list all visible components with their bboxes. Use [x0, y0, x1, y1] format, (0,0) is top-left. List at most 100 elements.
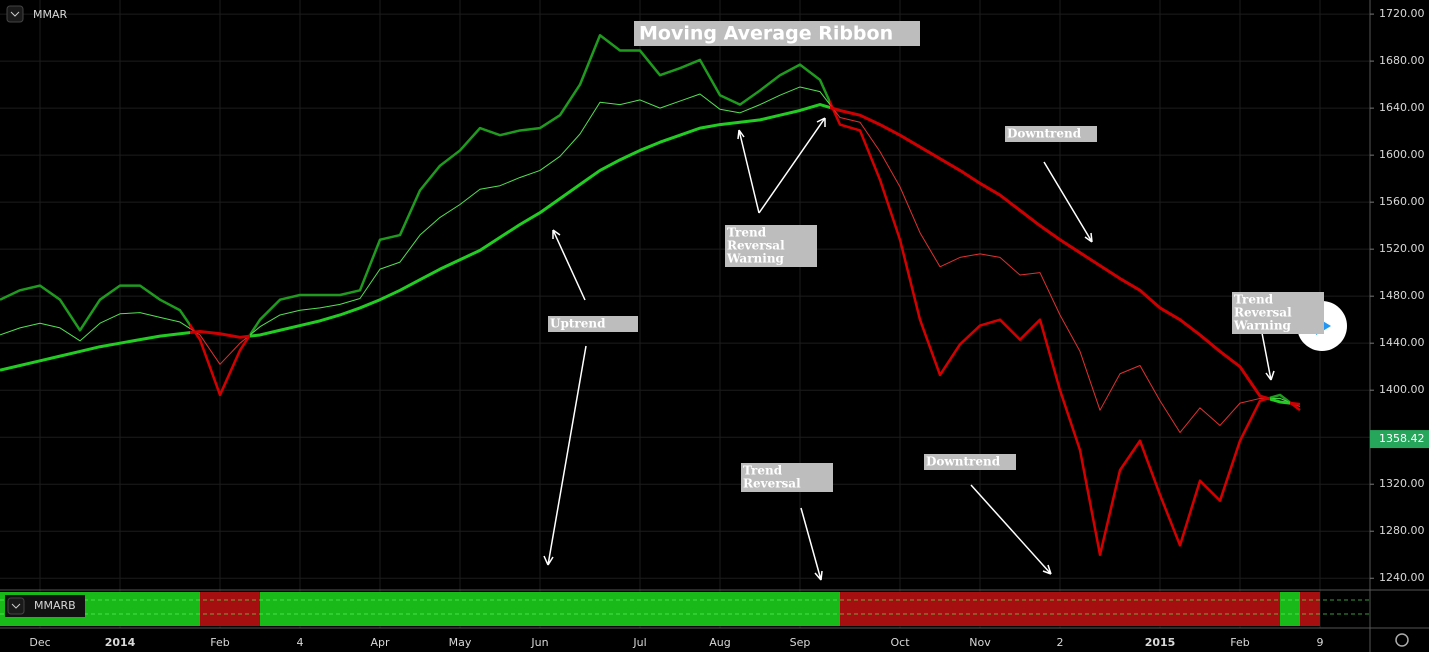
trend-bar — [320, 592, 340, 626]
trend-bar — [240, 592, 260, 626]
trend-bar — [620, 592, 640, 626]
trend-bar — [1240, 592, 1260, 626]
trend-bar — [380, 592, 400, 626]
x-tick-label: 2 — [1057, 636, 1064, 649]
collapse-btn[interactable] — [7, 597, 25, 615]
indicator-label: MMAR MMARB — [5, 5, 85, 617]
annotation-bg — [741, 463, 833, 492]
x-tick-label: Feb — [210, 636, 229, 649]
collapse-btn[interactable] — [6, 5, 24, 23]
trend-bar — [280, 592, 300, 626]
trend-bar — [460, 592, 480, 626]
x-tick-label: Nov — [969, 636, 991, 649]
arrow — [758, 117, 826, 214]
annotation-bg — [924, 454, 1016, 470]
trend-bar — [260, 592, 280, 626]
annotation-text: Trend — [743, 464, 783, 478]
trend-bar — [120, 592, 140, 626]
trend-bar — [540, 592, 560, 626]
annotation-bg — [725, 225, 817, 267]
x-tick-label: Jul — [632, 636, 646, 649]
x-tick-label: 4 — [297, 636, 304, 649]
x-tick-label: May — [449, 636, 472, 649]
trend-bar — [1200, 592, 1220, 626]
arrow — [970, 484, 1052, 575]
trend-bar — [1100, 592, 1120, 626]
annotation-bg — [1232, 292, 1324, 334]
trend-bar — [740, 592, 760, 626]
trend-bar — [880, 592, 900, 626]
annotation-text: Trend — [727, 226, 767, 240]
annotation-bg — [1005, 126, 1097, 142]
trend-bar — [1040, 592, 1060, 626]
trend-bar — [520, 592, 540, 626]
y-tick-label: 1320.00 — [1379, 477, 1425, 490]
trend-bar — [960, 592, 980, 626]
chevron — [11, 603, 21, 609]
y-tick-label: 1560.00 — [1379, 195, 1425, 208]
chevron — [10, 11, 20, 17]
trend-bar — [980, 592, 1000, 626]
last-price-bg — [1370, 430, 1429, 449]
x-tick-label: Aug — [709, 636, 730, 649]
trend-bar — [720, 592, 740, 626]
trend-bar — [480, 592, 500, 626]
trend-bar — [1160, 592, 1180, 626]
y-tick-label: 1240.00 — [1379, 571, 1425, 584]
trend-bar — [1020, 592, 1040, 626]
grid — [0, 0, 1370, 628]
sub-indicator-name: MMARB — [34, 599, 76, 612]
trend-bar — [1260, 592, 1280, 626]
trend-bar — [180, 592, 200, 626]
x-tick-label: Oct — [890, 636, 910, 649]
trend-bar — [1080, 592, 1100, 626]
annotation-text: Reversal — [743, 477, 801, 491]
x-tick-label: Apr — [370, 636, 390, 649]
plot — [0, 34, 1370, 626]
trend-bar — [780, 592, 800, 626]
x-tick-label: 2015 — [1145, 636, 1176, 649]
title-bg — [634, 21, 920, 46]
y-tick-label: 1520.00 — [1379, 242, 1425, 255]
trend-bar — [1000, 592, 1020, 626]
x-tick-label: 2014 — [105, 636, 136, 649]
trend-bar — [500, 592, 520, 626]
annotation-text: Trend — [1234, 293, 1274, 307]
trend-bar — [1220, 592, 1240, 626]
y-tick-label: 1600.00 — [1379, 148, 1425, 161]
annotation-text: Reversal — [727, 239, 785, 253]
annotation-text: Warning — [726, 252, 785, 266]
y-tick-label: 1680.00 — [1379, 54, 1425, 67]
annotation-text: Warning — [1233, 319, 1292, 333]
trend-bar — [700, 592, 720, 626]
chart-title: Moving Average Ribbon — [639, 23, 893, 45]
indicator-name: MMAR — [33, 8, 68, 21]
ma-line — [0, 103, 1301, 406]
sub-label-bg — [5, 595, 85, 617]
y-tick-label: 1640.00 — [1379, 101, 1425, 114]
arrow — [1043, 161, 1093, 243]
trend-bar — [300, 592, 320, 626]
y-tick-label: 1720.00 — [1379, 7, 1425, 20]
trend-bar — [140, 592, 160, 626]
trend-bar — [340, 592, 360, 626]
trend-bar — [1180, 592, 1200, 626]
arrow — [800, 507, 823, 581]
trend-bar — [420, 592, 440, 626]
trend-bar — [360, 592, 380, 626]
arrow — [552, 229, 586, 301]
trend-bar — [160, 592, 180, 626]
title-box: Moving Average Ribbon — [634, 21, 920, 46]
settings-icon[interactable] — [1395, 633, 1409, 647]
x-tick-label: Dec — [29, 636, 50, 649]
trend-bar — [900, 592, 920, 626]
trend-bar — [580, 592, 600, 626]
trend-bar — [1120, 592, 1140, 626]
arrow — [737, 129, 760, 214]
y-tick-label: 1440.00 — [1379, 336, 1425, 349]
annotation-text: Downtrend — [1007, 127, 1082, 141]
arrow — [543, 345, 587, 566]
trend-bar — [820, 592, 840, 626]
x-tick-label: Sep — [790, 636, 811, 649]
